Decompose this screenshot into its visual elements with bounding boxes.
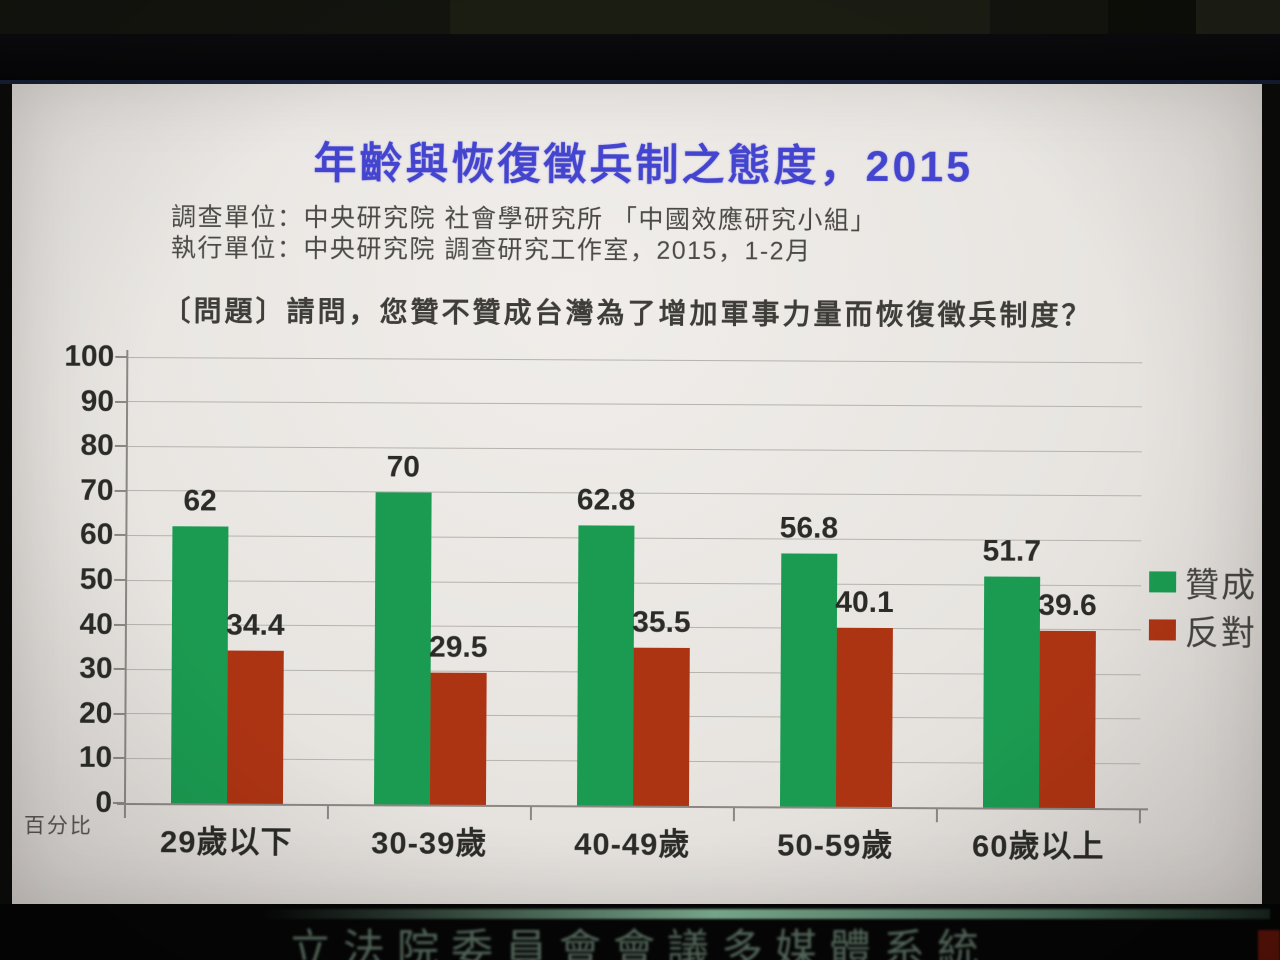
x-category-label: 40-49歲 <box>574 826 691 862</box>
bar-value-label: 34.4 <box>226 608 285 642</box>
bar-value-label: 70 <box>386 450 421 484</box>
bar-value-label: 40.1 <box>835 585 894 620</box>
bar-oppose <box>429 673 487 805</box>
y-axis-tick-label: 20 <box>78 696 113 730</box>
bar-value-label: 56.8 <box>779 511 839 545</box>
x-category-label: 60歲以上 <box>971 828 1105 865</box>
corner-logo <box>1258 930 1280 960</box>
survey-question: 〔問題〕請問，您贊不贊成台灣為了增加軍事力量而恢復徵兵制度？ <box>162 296 1093 333</box>
x-category-label: 29歲以下 <box>159 824 293 860</box>
bar-oppose <box>226 650 284 804</box>
room-background-strip <box>1108 0 1196 34</box>
y-axis-line <box>123 350 129 806</box>
legend-color-swatch <box>1148 618 1176 641</box>
grid-line <box>127 356 1143 363</box>
room-background-strip <box>1196 0 1280 34</box>
x-category-label: 30-39歲 <box>371 825 488 861</box>
y-axis-tick-label: 90 <box>80 384 115 418</box>
legend-item: 反對 <box>1148 609 1257 652</box>
bar-value-label: 29.5 <box>429 631 488 665</box>
system-banner-glow <box>260 909 1270 919</box>
bar-oppose <box>632 647 690 806</box>
y-axis-tick-label: 0 <box>95 785 113 819</box>
legend-label: 贊成 <box>1185 566 1258 605</box>
y-axis-tick-label: 10 <box>78 741 113 775</box>
survey-executor-line: 執行單位：中央研究院 調查研究工作室，2015，1-2月 <box>170 234 812 266</box>
slide-title: 年齡與恢復徵兵制之態度，2015 <box>313 139 974 192</box>
grid-line <box>126 445 1142 453</box>
bar-oppose <box>835 627 893 807</box>
legend-item: 贊成 <box>1149 561 1257 604</box>
room-background <box>0 0 1280 34</box>
bar-value-label: 62 <box>183 484 217 518</box>
system-banner-text: 立法院委員會會議多媒體系統 <box>288 926 991 960</box>
legend-label: 反對 <box>1184 614 1257 653</box>
screen-left-edge <box>0 84 12 904</box>
y-axis-tick-label: 80 <box>80 428 114 463</box>
bar-value-label: 35.5 <box>632 605 691 639</box>
screen-edge-glow <box>0 80 1280 84</box>
monitor-bezel <box>0 34 1280 84</box>
chart-legend: 贊成 反對 <box>1148 561 1258 658</box>
grid-line <box>127 401 1143 408</box>
bar-value-label: 62.8 <box>576 483 636 517</box>
bar-value-label: 39.6 <box>1038 589 1097 623</box>
y-axis-tick-label: 30 <box>79 651 113 686</box>
x-category-label: 50-59歲 <box>777 827 894 864</box>
bar-agree <box>576 525 634 806</box>
screen-right-edge <box>1262 84 1280 904</box>
bar-oppose <box>1038 631 1096 809</box>
y-axis-tick-label: 50 <box>79 562 114 596</box>
y-axis-tick-label: 40 <box>79 607 114 641</box>
legend-color-swatch <box>1149 570 1177 593</box>
y-axis-tick-label: 60 <box>79 518 114 552</box>
y-axis-tick-label: 100 <box>64 339 115 373</box>
bottom-letterbox: 立法院委員會會議多媒體系統 <box>0 904 1280 960</box>
bar-value-label: 51.7 <box>982 534 1042 569</box>
bar-agree <box>170 526 228 804</box>
y-axis-tick-label: 70 <box>80 473 114 507</box>
room-background-strip <box>450 0 990 34</box>
